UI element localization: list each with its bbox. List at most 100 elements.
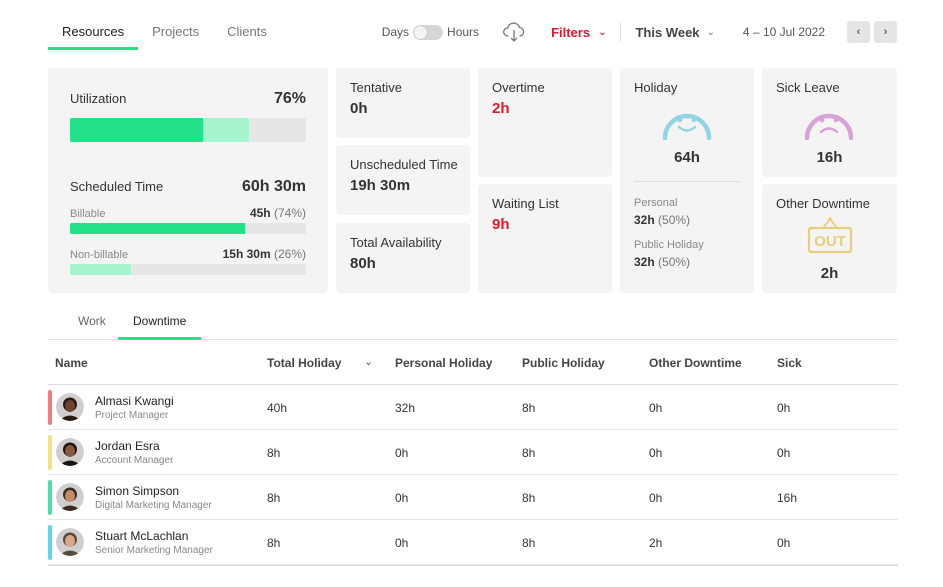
week-select[interactable]: This Week ⌄ [635, 25, 714, 40]
overtime-card: Overtime 2h [478, 68, 612, 177]
utilization-bar [70, 118, 306, 142]
utilization-bar-secondary-fill [203, 118, 250, 142]
table-bottom-border [48, 565, 898, 566]
employee-name: Simon Simpson [95, 484, 180, 498]
table-row[interactable]: Jordan Esra Account Manager 8h 0h 8h 0h 0h [48, 430, 898, 475]
nonbillable-bar-fill [70, 264, 132, 275]
cell-other-downtime: 0h [649, 401, 663, 415]
cell-total-holiday: 8h [267, 536, 281, 550]
row-color-stripe [48, 390, 52, 425]
cell-public-holiday: 8h [522, 401, 536, 415]
employee-role: Digital Marketing Manager [95, 500, 212, 511]
cell-public-holiday: 8h [522, 536, 536, 550]
chevron-right-icon: › [883, 26, 888, 38]
next-week-button[interactable]: › [874, 21, 897, 43]
cell-sick: 16h [777, 491, 798, 505]
column-header-name[interactable]: Name [55, 356, 88, 370]
other-downtime-card: Other Downtime OUT 2h [762, 184, 897, 293]
overtime-label: Overtime [492, 80, 545, 95]
sad-face-icon [803, 100, 855, 141]
column-header-public-holiday[interactable]: Public Holiday [522, 356, 605, 370]
out-sign-icon: OUT [804, 216, 856, 256]
cell-total-holiday: 8h [267, 446, 281, 460]
cell-other-downtime: 0h [649, 491, 663, 505]
main-tabs: Resources Projects Clients [48, 14, 281, 50]
unscheduled-card: Unscheduled Time 19h 30m [336, 145, 470, 215]
toolbar: Days Hours Filters ⌄ This Week ⌄ 4 – 10 … [382, 20, 897, 44]
sick-leave-value: 16h [816, 149, 843, 166]
table-row[interactable]: Stuart McLachlan Senior Marketing Manager… [48, 520, 898, 565]
tentative-card: Tentative 0h [336, 68, 470, 138]
billable-percent: (74%) [273, 206, 306, 220]
tab-work[interactable]: Work [78, 314, 106, 328]
scheduled-row: Scheduled Time 60h 30m [70, 178, 306, 196]
cell-public-holiday: 8h [522, 446, 536, 460]
chevron-down-icon: ⌄ [598, 26, 607, 38]
waiting-list-card: Waiting List 9h [478, 184, 612, 293]
employee-name: Almasi Kwangi [95, 394, 174, 408]
cloud-download-icon[interactable] [501, 20, 527, 44]
sick-leave-card: Sick Leave 16h [762, 68, 897, 177]
toggle-label-hours: Hours [447, 25, 480, 39]
holiday-value: 64h [674, 149, 700, 166]
out-sign-text: OUT [814, 233, 846, 250]
cell-sick: 0h [777, 446, 791, 460]
unscheduled-label: Unscheduled Time [350, 157, 458, 172]
days-hours-toggle[interactable] [413, 24, 444, 40]
column-header-other-downtime[interactable]: Other Downtime [649, 356, 742, 370]
tab-downtime[interactable]: Downtime [118, 314, 202, 340]
nonbillable-bar [70, 264, 306, 275]
employee-role: Account Manager [95, 455, 174, 466]
utilization-row: Utilization 76% [70, 90, 306, 108]
public-holiday-percent: (50%) [658, 255, 691, 269]
table-row[interactable]: Almasi Kwangi Project Manager 40h 32h 8h 0h 0h [48, 385, 898, 430]
billable-bar-fill [70, 223, 245, 234]
column-header-sick[interactable]: Sick [777, 356, 802, 370]
tab-projects[interactable]: Projects [152, 24, 200, 39]
toggle-knob [414, 25, 428, 39]
nonbillable-hours: 15h 30m [222, 247, 271, 261]
table-row[interactable]: Simon Simpson Digital Marketing Manager 8h… [48, 475, 898, 520]
availability-value: 80h [350, 255, 376, 272]
cell-personal-holiday: 0h [395, 446, 409, 460]
other-downtime-label: Other Downtime [776, 196, 870, 211]
utilization-bar-fill [70, 118, 204, 142]
cell-sick: 0h [777, 401, 791, 415]
date-range: 4 – 10 Jul 2022 [742, 25, 825, 39]
billable-hours: 45h [249, 206, 271, 220]
avatar [56, 528, 84, 556]
cell-total-holiday: 40h [267, 401, 288, 415]
waiting-list-value: 9h [492, 216, 510, 233]
tentative-label: Tentative [350, 80, 403, 95]
unscheduled-value: 19h 30m [350, 177, 411, 194]
row-color-stripe [48, 525, 52, 560]
nonbillable-percent: (26%) [273, 247, 306, 261]
personal-holiday-label: Personal [634, 197, 678, 209]
column-header-total-holiday[interactable]: Total Holiday [267, 356, 342, 370]
employee-name: Jordan Esra [95, 439, 160, 453]
prev-week-button[interactable]: ‹ [847, 21, 870, 43]
nonbillable-label: Non-billable [70, 249, 129, 261]
happy-face-icon [661, 100, 713, 141]
avatar [56, 483, 84, 511]
detail-tabs: Work Downtime [48, 308, 898, 340]
tab-clients[interactable]: Clients [227, 24, 267, 39]
tab-resources[interactable]: Resources [48, 14, 139, 50]
public-holiday-value: 32h (50%) [634, 255, 690, 269]
nonbillable-row: Non-billable 15h 30m (26%) [70, 247, 306, 261]
column-header-personal-holiday[interactable]: Personal Holiday [395, 356, 493, 370]
utilization-card: Utilization 76% Scheduled Time 60h 30m B… [48, 68, 328, 293]
billable-value: 45h (74%) [250, 206, 306, 220]
billable-bar [70, 223, 306, 234]
cell-other-downtime: 2h [649, 536, 663, 550]
week-select-label: This Week [635, 24, 700, 40]
toggle-label-days: Days [381, 25, 410, 39]
employee-role: Project Manager [95, 410, 169, 421]
employee-role: Senior Marketing Manager [95, 545, 213, 556]
utilization-value: 76% [273, 90, 306, 107]
sick-leave-label: Sick Leave [776, 80, 840, 95]
utilization-label: Utilization [70, 91, 127, 106]
waiting-list-label: Waiting List [492, 196, 559, 211]
filters-button[interactable]: Filters ⌄ [551, 25, 606, 40]
chevron-down-icon[interactable]: ⌄ [364, 356, 374, 368]
